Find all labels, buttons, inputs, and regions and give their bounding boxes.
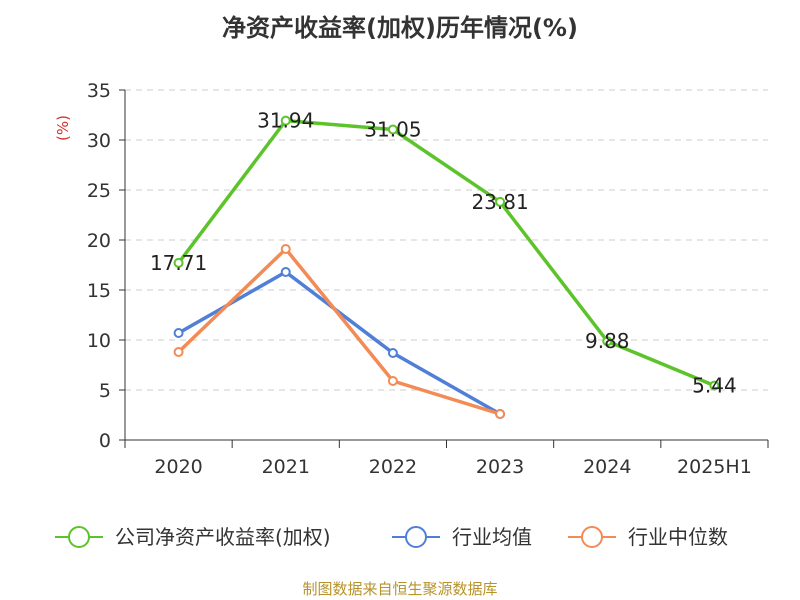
y-axis-label: (%) bbox=[54, 115, 72, 141]
data-point bbox=[280, 267, 291, 277]
x-tick-label: 2021 bbox=[262, 456, 310, 478]
data-label: 31.94 bbox=[257, 109, 314, 133]
data-point bbox=[602, 336, 613, 347]
data-label: 9.88 bbox=[585, 329, 630, 353]
legend-label-0: 公司净资产收益率(加权) bbox=[115, 525, 331, 549]
data-point bbox=[173, 347, 184, 357]
series-line-0 bbox=[177, 118, 716, 388]
data-point bbox=[387, 376, 398, 386]
x-tick-label: 2022 bbox=[369, 456, 417, 478]
data-point bbox=[173, 257, 184, 268]
data-point bbox=[280, 115, 291, 126]
y-tick-label: 25 bbox=[87, 180, 111, 202]
data-point bbox=[387, 124, 398, 135]
data-label: 31.05 bbox=[364, 118, 421, 142]
y-tick-label: 35 bbox=[87, 80, 111, 102]
data-label: 5.44 bbox=[692, 374, 737, 398]
y-tick-label: 30 bbox=[87, 130, 111, 152]
x-tick-label: 2023 bbox=[476, 456, 524, 478]
y-tick-label: 0 bbox=[99, 430, 111, 452]
data-label: 23.81 bbox=[471, 190, 528, 214]
data-point bbox=[280, 244, 291, 254]
data-source-note: 制图数据来自恒生聚源数据库 bbox=[302, 580, 498, 598]
data-point bbox=[495, 409, 506, 419]
data-point bbox=[709, 380, 720, 391]
series-line-1 bbox=[177, 270, 501, 416]
y-tick-label: 5 bbox=[99, 380, 111, 402]
y-tick-label: 10 bbox=[87, 330, 111, 352]
legend-marker-2 bbox=[581, 526, 603, 548]
data-point bbox=[495, 196, 506, 207]
legend-label-2: 行业中位数 bbox=[628, 525, 728, 549]
legend-label-1: 行业均值 bbox=[452, 525, 532, 549]
series-line-2 bbox=[177, 247, 501, 416]
x-tick-label: 2024 bbox=[583, 456, 631, 478]
chart-title: 净资产收益率(加权)历年情况(%) bbox=[222, 14, 578, 42]
y-tick-label: 15 bbox=[87, 280, 111, 302]
data-point bbox=[387, 348, 398, 358]
x-tick-label: 2025H1 bbox=[677, 456, 752, 478]
y-tick-label: 20 bbox=[87, 230, 111, 252]
data-point bbox=[173, 328, 184, 338]
legend-marker-0 bbox=[68, 526, 90, 548]
data-label: 17.71 bbox=[150, 251, 207, 275]
x-tick-label: 2020 bbox=[154, 456, 202, 478]
legend-marker-1 bbox=[405, 526, 427, 548]
